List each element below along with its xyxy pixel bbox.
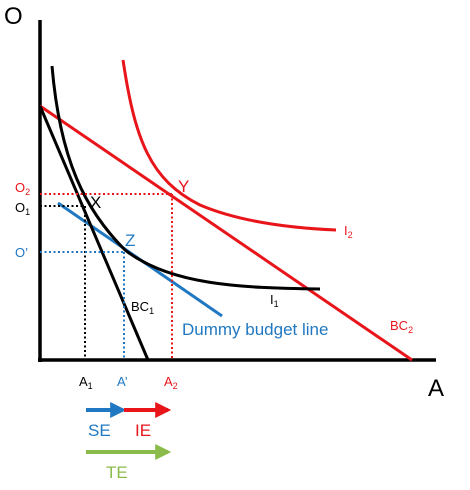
i2-label: I2 bbox=[344, 223, 353, 240]
point-x-label: X bbox=[90, 193, 101, 212]
te-label: TE bbox=[106, 463, 128, 482]
bc1-label: BC1 bbox=[131, 299, 154, 316]
tick-a1: A1 bbox=[79, 374, 93, 391]
ie-label: IE bbox=[135, 421, 151, 440]
i2-curve bbox=[121, 59, 337, 232]
bc1-line bbox=[38, 105, 150, 361]
i1-label: I1 bbox=[270, 292, 279, 309]
tick-aprime: A’ bbox=[117, 374, 128, 389]
bc2-line bbox=[39, 104, 413, 362]
tick-o1: O1 bbox=[15, 200, 30, 217]
tick-oprime: O’ bbox=[15, 245, 28, 260]
se-label: SE bbox=[88, 421, 111, 440]
bc2-label: BC2 bbox=[390, 318, 413, 335]
x-axis-label: A bbox=[428, 375, 444, 402]
y-axis-label: O bbox=[4, 3, 23, 30]
tick-o2: O2 bbox=[15, 180, 30, 197]
i1-curve bbox=[50, 65, 321, 291]
point-z-label: Z bbox=[125, 231, 135, 250]
point-y-label: Y bbox=[178, 177, 189, 196]
tick-a2: A2 bbox=[164, 374, 178, 391]
dummy-budget-line-label: Dummy budget line bbox=[182, 320, 328, 339]
